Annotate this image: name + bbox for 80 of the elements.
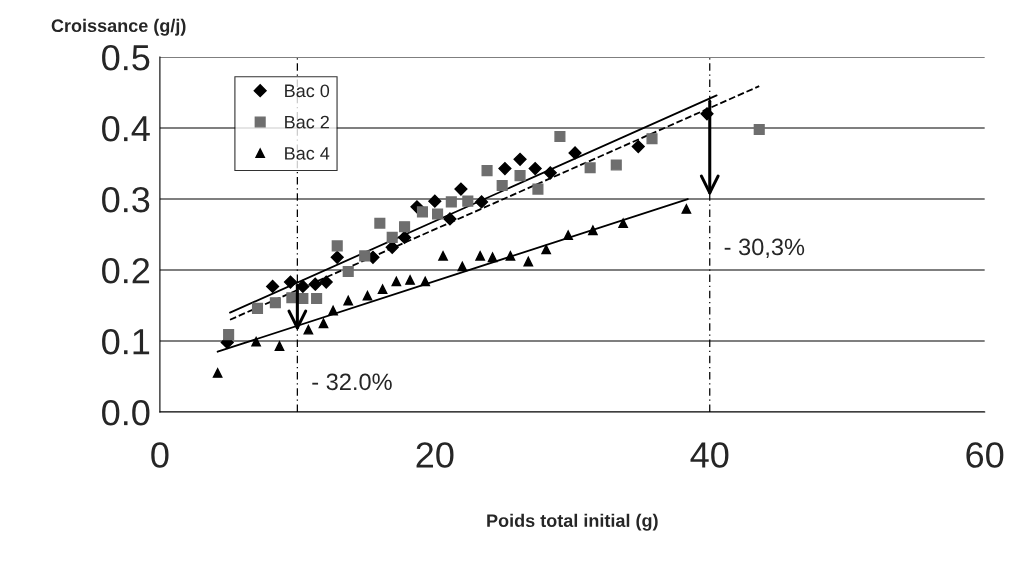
point (505, 250, 516, 261)
point (487, 252, 498, 263)
point (481, 165, 493, 177)
point (753, 123, 765, 136)
point (362, 290, 373, 301)
point (311, 292, 323, 305)
point (631, 139, 645, 154)
point (474, 195, 489, 209)
x-axis-title: Poids total initial (g) (487, 513, 658, 531)
point (541, 244, 552, 255)
point (328, 305, 338, 316)
x-tick-label: 0 (151, 442, 169, 468)
x-tick-label: 20 (416, 442, 454, 468)
point (428, 194, 442, 208)
point (420, 276, 431, 287)
x-tick-label: 40 (690, 442, 729, 468)
point (445, 196, 457, 208)
y-tick-label: 0.3 (102, 186, 150, 213)
point (397, 230, 412, 244)
point (303, 324, 314, 335)
point (496, 179, 508, 192)
point (274, 341, 285, 351)
point (528, 161, 542, 176)
point (391, 276, 402, 287)
y-tick-label: 0.4 (102, 115, 150, 142)
point (681, 204, 692, 214)
point (462, 195, 474, 207)
legend-label: Bac 4 (285, 147, 330, 160)
point (610, 159, 622, 171)
point (416, 206, 429, 218)
point (568, 146, 582, 160)
annotation: - 30,3% (724, 238, 805, 259)
legend-label: Bac 0 (285, 84, 330, 98)
y-tick-label: 0.0 (102, 399, 150, 426)
point (331, 240, 343, 252)
point (554, 131, 566, 143)
point (308, 277, 322, 291)
x-tick-label: 60 (966, 442, 1004, 468)
y-tick-label: 0.5 (102, 44, 150, 71)
point (283, 275, 298, 289)
point (386, 231, 398, 243)
y-tick-label: 0.1 (102, 328, 150, 355)
point (296, 279, 310, 293)
point (342, 265, 354, 278)
point (318, 318, 329, 329)
point (513, 152, 527, 166)
point (399, 221, 411, 233)
point (438, 250, 448, 261)
point (251, 336, 261, 347)
point (432, 208, 444, 220)
point (377, 284, 388, 295)
point (514, 170, 526, 182)
point (343, 295, 354, 306)
point (588, 225, 598, 236)
annotation: - 32.0% (312, 373, 392, 391)
point (618, 218, 629, 229)
point (405, 275, 415, 285)
point (251, 302, 264, 314)
point (498, 161, 512, 176)
point (563, 230, 574, 241)
point (532, 183, 544, 195)
point (266, 279, 280, 293)
point (475, 250, 486, 261)
y-axis-title: Croissance (g/j) (51, 18, 186, 36)
point (223, 329, 235, 341)
point (646, 133, 658, 145)
y-tick-label: 0.2 (102, 257, 150, 284)
point (523, 256, 534, 267)
point (212, 368, 223, 378)
point (319, 275, 333, 289)
point (269, 297, 281, 309)
point (457, 261, 468, 272)
point (454, 182, 468, 196)
point (443, 212, 457, 226)
point (330, 250, 344, 264)
legend-label: Bac 2 (285, 115, 329, 129)
point (374, 217, 386, 229)
point (359, 250, 371, 262)
point (584, 162, 596, 174)
point (543, 166, 557, 180)
